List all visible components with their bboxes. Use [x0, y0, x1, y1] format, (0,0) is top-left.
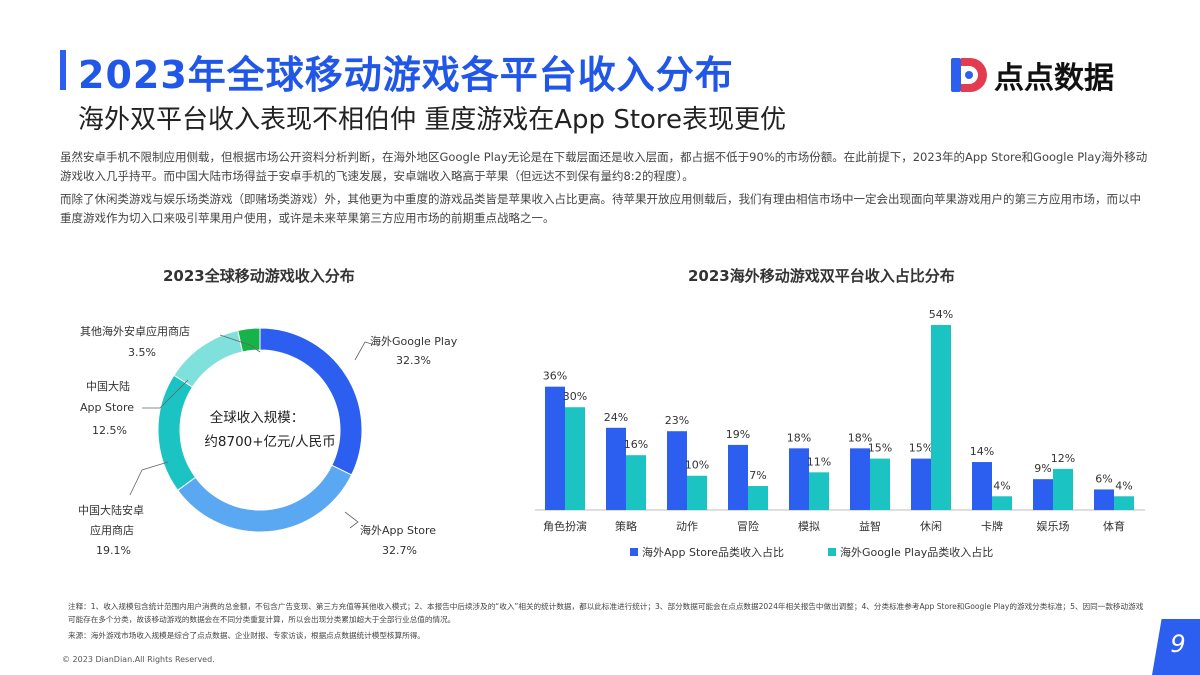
bar-label-9-series-0: 6% — [1095, 472, 1112, 485]
slice-label-cn-android-1: 中国大陆安卓 — [78, 503, 144, 517]
intro-paragraph-1: 虽然安卓手机不限制应用侧载，但根据市场公开资料分析判断，在海外地区Google … — [60, 150, 1148, 183]
category-label-2: 动作 — [676, 520, 698, 533]
intro-paragraph-2: 而除了休闲类游戏与娱乐场类游戏（即赌场类游戏）外，其他更为中重度的游戏品类皆是苹… — [60, 192, 1141, 225]
leader-line-app-store — [344, 511, 359, 529]
bar-7-series-1 — [992, 496, 1012, 510]
footnote: 注释：1、收入规模包含统计范围内用户消费的总金额，不包含广告变现、第三方充值等其… — [68, 602, 1144, 624]
slice-value-cn-appstore: 12.5% — [92, 424, 127, 437]
bar-8-series-0 — [1033, 479, 1053, 510]
copyright: © 2023 DianDian.All Rights Reserved. — [62, 655, 215, 664]
bar-label-2-series-1: 10% — [685, 459, 709, 472]
bar-label-8-series-0: 9% — [1034, 462, 1051, 475]
leader-line-cn-android — [129, 461, 169, 496]
bar-label-7-series-0: 14% — [970, 445, 994, 458]
donut-slice-0 — [259, 327, 363, 476]
bar-label-6-series-1: 54% — [929, 308, 953, 321]
bar-chart-title: 2023海外移动游戏双平台收入占比分布 — [688, 267, 955, 285]
bar-3-series-1 — [748, 486, 768, 510]
bar-label-4-series-0: 18% — [787, 431, 811, 444]
source-note: 来源：海外游戏市场收入规模是综合了点点数据、企业财报、专家访谈，根据点点数据统计… — [68, 631, 425, 640]
donut-center-label-line1: 全球收入规模： — [210, 409, 305, 426]
bar-1-series-0 — [606, 427, 626, 510]
bar-label-5-series-1: 15% — [868, 442, 892, 455]
logo-text: 点点数据 — [994, 61, 1114, 96]
legend-label-google-play: 海外Google Play品类收入占比 — [840, 545, 993, 559]
slice-value-cn-android: 19.1% — [96, 544, 131, 557]
donut-slice-1 — [177, 464, 353, 533]
legend-label-app-store: 海外App Store品类收入占比 — [642, 545, 784, 559]
bar-label-4-series-1: 11% — [807, 455, 831, 468]
slice-value-app-store: 32.7% — [382, 544, 417, 557]
slice-label-app-store: 海外App Store — [360, 523, 436, 537]
bar-label-7-series-1: 4% — [993, 479, 1010, 492]
bar-label-0-series-1: 30% — [563, 390, 587, 403]
slice-value-google-play: 32.3% — [396, 354, 431, 367]
bar-label-6-series-0: 15% — [909, 442, 933, 455]
legend-swatch-google-play — [828, 548, 836, 556]
bar-5-series-0 — [850, 448, 870, 510]
bar-2-series-1 — [687, 475, 707, 510]
category-label-1: 策略 — [615, 519, 637, 533]
bar-label-5-series-0: 18% — [848, 431, 872, 444]
bar-5-series-1 — [870, 458, 890, 510]
category-label-4: 模拟 — [798, 519, 820, 533]
page-title: 2023年全球移动游戏各平台收入分布 — [78, 53, 734, 97]
page-subtitle: 海外双平台收入表现不相伯仲 重度游戏在App Store表现更优 — [78, 105, 787, 135]
bar-label-3-series-1: 7% — [749, 469, 766, 482]
leader-line-other — [219, 334, 261, 353]
bar-label-3-series-0: 19% — [726, 428, 750, 441]
bar-2-series-0 — [667, 431, 687, 510]
bar-6-series-0 — [911, 458, 931, 510]
slice-label-cn-android-2: 应用商店 — [90, 523, 134, 537]
diandian-logo-icon — [951, 58, 987, 92]
bar-chart: 36% 30% 角色扮演 24% 16% 策略 23% 10% 动作 19% 7% 冒险 18% 11% 模… — [535, 308, 1145, 559]
bar-label-1-series-1: 16% — [624, 438, 648, 451]
bar-7-series-0 — [972, 462, 992, 510]
donut-slice-2 — [157, 374, 197, 491]
slice-label-google-play: 海外Google Play — [370, 334, 458, 348]
bar-3-series-0 — [728, 444, 748, 510]
page-number: 9 — [1170, 630, 1186, 658]
category-label-0: 角色扮演 — [543, 519, 587, 533]
category-label-9: 体育 — [1103, 519, 1125, 533]
bar-9-series-0 — [1094, 489, 1114, 510]
slice-value-other: 3.5% — [128, 346, 156, 359]
bar-label-0-series-0: 36% — [543, 370, 567, 383]
category-label-6: 休闲 — [920, 519, 942, 533]
bar-4-series-1 — [809, 472, 829, 510]
category-label-3: 冒险 — [737, 519, 759, 533]
donut-center-label-line2: 约8700+亿元/人民币 — [204, 434, 335, 450]
legend-swatch-app-store — [630, 548, 638, 556]
title-accent-bar — [60, 50, 66, 90]
pie-chart-title: 2023全球移动游戏收入分布 — [163, 267, 355, 285]
bar-label-1-series-0: 24% — [604, 411, 628, 424]
bar-0-series-0 — [545, 386, 565, 510]
bar-1-series-1 — [626, 455, 646, 510]
category-label-8: 娱乐场 — [1037, 519, 1070, 533]
bar-6-series-1 — [931, 325, 951, 510]
leader-line-cn-appstore — [142, 379, 189, 409]
category-label-7: 卡牌 — [981, 519, 1003, 533]
bar-4-series-0 — [789, 448, 809, 510]
bar-label-8-series-1: 12% — [1051, 452, 1075, 465]
bar-0-series-1 — [565, 407, 585, 510]
donut-slice-4 — [237, 327, 261, 353]
slice-label-cn-appstore-2: App Store — [80, 401, 134, 414]
brand-logo: 点点数据 — [948, 55, 1114, 96]
category-label-5: 益智 — [859, 519, 881, 533]
slice-label-cn-appstore-1: 中国大陆 — [86, 379, 130, 393]
donut-chart: 全球收入规模： 约8700+亿元/人民币 海外Google Play 32.3%… — [78, 324, 458, 557]
bar-label-9-series-1: 4% — [1115, 479, 1132, 492]
leader-line-google-play — [354, 341, 376, 361]
bar-8-series-1 — [1053, 468, 1073, 510]
slice-label-other: 其他海外安卓应用商店 — [80, 324, 190, 338]
bar-9-series-1 — [1114, 496, 1134, 510]
bar-label-2-series-0: 23% — [665, 414, 689, 427]
